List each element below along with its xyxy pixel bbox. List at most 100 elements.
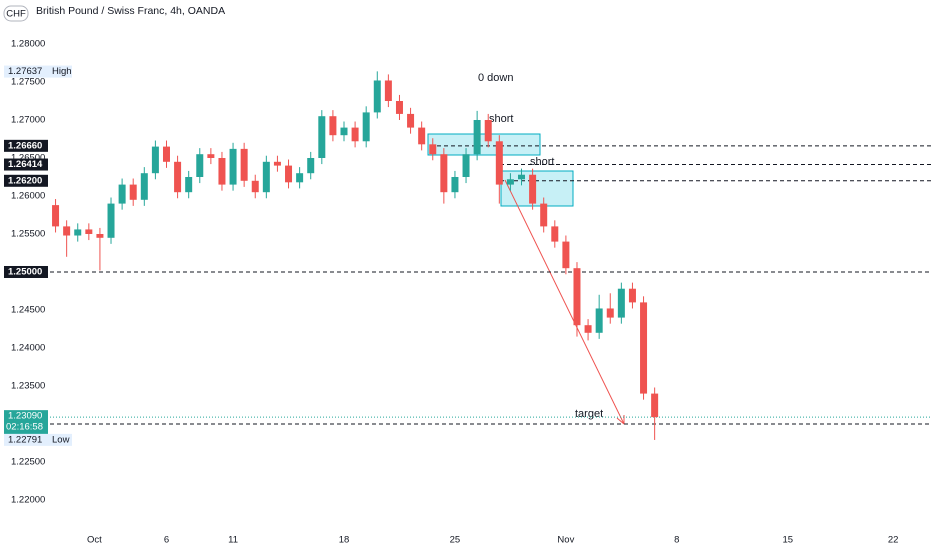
candle-body xyxy=(218,157,226,185)
candle-body xyxy=(174,161,182,193)
candle-body xyxy=(418,127,426,145)
x-tick-label: 8 xyxy=(674,535,679,546)
candle-body xyxy=(74,229,82,236)
candle-body xyxy=(451,176,459,193)
projection-arrow xyxy=(504,179,625,425)
candle-body xyxy=(551,226,559,242)
y-tick-label: 1.27000 xyxy=(11,115,45,126)
candle-body xyxy=(273,161,281,166)
candle-body xyxy=(318,116,326,158)
candle-body xyxy=(495,141,503,185)
candle-body xyxy=(373,80,381,113)
candle-body xyxy=(462,154,470,177)
extreme-label: 1.22791 xyxy=(8,434,42,445)
annotation: short xyxy=(530,156,554,168)
candle-body xyxy=(107,203,115,238)
candle-body xyxy=(562,241,570,269)
candle-body xyxy=(440,154,448,193)
candle-body xyxy=(628,288,636,303)
y-tick-label: 1.23500 xyxy=(11,381,45,392)
level-label: 1.26414 xyxy=(8,159,43,170)
y-tick-label: 1.24000 xyxy=(11,343,45,354)
annotation: short xyxy=(489,113,513,125)
countdown: 02:16:58 xyxy=(6,422,43,433)
level-label: 1.26200 xyxy=(8,175,42,186)
candle-body xyxy=(151,146,159,174)
currency-badge xyxy=(3,5,29,22)
arrow-head xyxy=(616,415,625,425)
level-label: 1.26660 xyxy=(8,140,42,151)
candle-body xyxy=(484,119,492,142)
candle-body xyxy=(207,154,215,158)
candle-body xyxy=(285,165,293,183)
x-tick-label: Oct xyxy=(87,535,102,546)
candle-body xyxy=(384,80,392,101)
y-tick-label: 1.24500 xyxy=(11,305,45,316)
candle-body xyxy=(296,173,304,183)
candle-body xyxy=(240,148,248,181)
extreme-text: Low xyxy=(52,434,70,445)
x-tick-label: 6 xyxy=(164,535,169,546)
candle-body xyxy=(595,308,603,333)
candle-body xyxy=(407,113,415,128)
extreme-label: 1.27637 xyxy=(8,66,42,77)
candle-body xyxy=(140,173,148,200)
candle-body xyxy=(606,308,614,318)
y-tick-label: 1.26000 xyxy=(11,191,45,202)
candle-body xyxy=(362,112,370,142)
candle-body xyxy=(96,233,104,238)
x-tick-label: Nov xyxy=(557,535,574,546)
annotation: target xyxy=(575,408,603,420)
candle-body xyxy=(473,119,481,155)
level-label-bg xyxy=(4,265,48,278)
y-tick-label: 1.22500 xyxy=(11,456,45,467)
candle-body xyxy=(196,154,204,177)
candle-body xyxy=(573,268,581,326)
chart-title: British Pound / Swiss Franc, 4h, OANDA xyxy=(36,5,225,17)
candle-body xyxy=(584,325,592,333)
level-label-bg xyxy=(4,158,48,171)
extreme-text: High xyxy=(52,66,72,77)
y-tick-label: 1.22000 xyxy=(11,494,45,505)
x-tick-label: 11 xyxy=(228,535,238,546)
y-tick-label: 1.25500 xyxy=(11,229,45,240)
level-label-bg xyxy=(4,174,48,187)
candle-body xyxy=(651,393,659,418)
candle-body xyxy=(351,127,359,142)
candle-body xyxy=(640,302,648,394)
candle-body xyxy=(429,144,437,155)
short-zone xyxy=(427,133,541,156)
x-tick-label: 22 xyxy=(888,535,899,546)
candle-body xyxy=(129,184,137,200)
currency: CHF xyxy=(6,9,26,20)
candle-body xyxy=(118,184,126,204)
candle-body xyxy=(162,146,170,162)
candle-body xyxy=(340,127,348,136)
short-zone xyxy=(500,170,574,207)
low-mark-bg xyxy=(4,433,72,446)
y-tick-label: 1.28000 xyxy=(11,39,45,50)
candle-body xyxy=(506,179,514,185)
candle-body xyxy=(262,161,270,193)
candle-body xyxy=(617,288,625,318)
candle-body xyxy=(251,180,259,193)
y-tick-label: 1.27500 xyxy=(11,77,45,88)
annotation: 0 down xyxy=(478,72,513,84)
candle-body xyxy=(307,157,315,174)
high-mark-bg xyxy=(4,65,72,78)
candle-body xyxy=(85,229,93,234)
last-price-bg xyxy=(4,410,48,435)
candle-body xyxy=(540,203,548,227)
level-label-bg xyxy=(4,139,48,152)
x-tick-label: 18 xyxy=(339,535,350,546)
candle-body xyxy=(395,100,403,114)
candle-body xyxy=(185,176,193,193)
candle-body xyxy=(229,148,237,185)
candle-body xyxy=(329,116,337,136)
candle-body xyxy=(52,205,60,227)
x-tick-label: 25 xyxy=(450,535,461,546)
candle-body xyxy=(529,174,537,204)
candle-body xyxy=(518,174,526,180)
